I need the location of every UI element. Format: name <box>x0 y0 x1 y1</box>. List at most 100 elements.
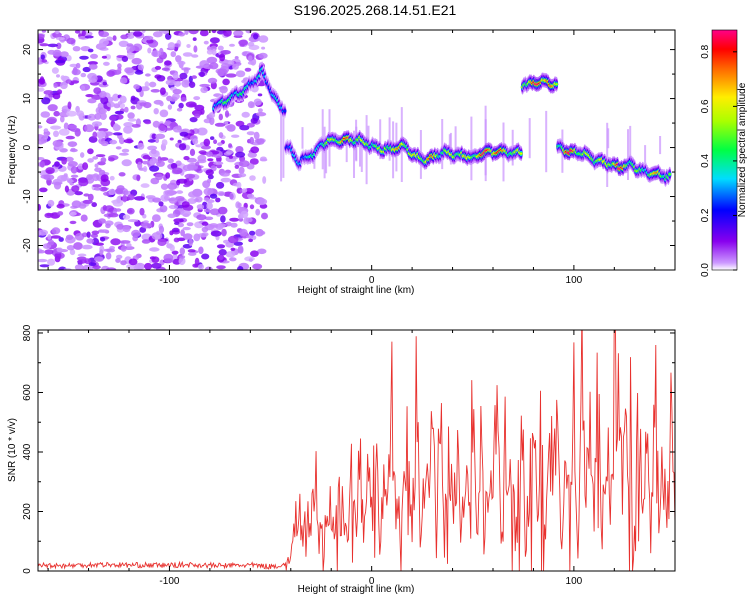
noise-blob <box>114 110 124 115</box>
x-tick-label: 0 <box>369 576 375 587</box>
noise-blob <box>108 188 116 196</box>
noise-blob <box>148 149 160 157</box>
noise-blob <box>220 177 232 183</box>
noise-blob <box>156 75 166 82</box>
noise-blob <box>182 164 194 171</box>
x-tick-label: 100 <box>566 576 583 587</box>
noise-blob <box>132 43 143 52</box>
noise-blob <box>98 31 110 38</box>
noise-blob <box>220 215 226 223</box>
noise-blob <box>122 214 131 220</box>
snr-x-axis-title: Height of straight line (km) <box>298 584 415 595</box>
noise-blob <box>217 68 228 76</box>
noise-blob <box>106 248 116 253</box>
noise-blob <box>207 158 214 162</box>
y-tick-label: 800 <box>22 324 33 341</box>
snr-frame <box>37 329 676 572</box>
noise-blob <box>99 112 107 120</box>
noise-blob <box>196 127 208 136</box>
noise-blob <box>87 98 97 104</box>
noise-blob <box>237 245 244 253</box>
noise-blob <box>229 217 240 222</box>
noise-blob <box>60 115 65 123</box>
noise-blob <box>214 122 226 127</box>
noise-blob <box>67 141 78 148</box>
noise-blob <box>151 256 160 264</box>
noise-blob <box>225 221 232 227</box>
noise-blob <box>239 43 245 47</box>
noise-blob <box>209 223 218 228</box>
noise-blob <box>229 257 237 262</box>
noise-blob <box>54 252 62 260</box>
noise-blob <box>216 244 226 249</box>
noise-blob <box>56 74 60 78</box>
noise-blob <box>66 245 75 251</box>
noise-blob <box>112 132 123 136</box>
noise-blob <box>173 80 182 87</box>
noise-blob <box>60 81 68 90</box>
noise-blob <box>47 199 55 207</box>
ridge-cell <box>283 110 287 112</box>
colorbar-tick-label: 0.6 <box>700 99 711 113</box>
noise-blob <box>115 114 124 120</box>
noise-blob <box>82 66 91 73</box>
spectral-streak <box>441 119 444 170</box>
noise-blob <box>92 265 101 270</box>
noise-blob <box>169 137 174 141</box>
x-tick-label: 100 <box>566 275 583 286</box>
noise-blob <box>178 102 184 109</box>
noise-blob <box>126 43 134 47</box>
noise-blob <box>229 193 234 200</box>
noise-blob <box>167 42 176 50</box>
noise-blob <box>225 73 237 78</box>
noise-blob <box>181 137 189 141</box>
noise-blob <box>76 256 87 261</box>
noise-blob <box>160 194 170 202</box>
noise-blob <box>206 202 213 210</box>
noise-blob <box>160 183 169 190</box>
noise-blob <box>199 83 211 88</box>
noise-blob <box>187 198 197 204</box>
noise-blob <box>222 78 230 86</box>
noise-blob <box>78 178 89 187</box>
noise-blob <box>77 253 87 257</box>
y-tick-label: -10 <box>22 189 33 204</box>
spectral-streak <box>627 129 629 180</box>
noise-blob <box>246 193 255 199</box>
noise-blob <box>169 244 175 252</box>
spectral-streak <box>325 139 328 174</box>
noise-blob <box>171 227 180 233</box>
noise-blob <box>176 107 183 112</box>
noise-blob <box>143 220 149 224</box>
noise-blob <box>52 31 62 38</box>
spectrogram-noise-field <box>38 30 269 270</box>
noise-blob <box>210 230 222 237</box>
noise-blob <box>90 53 98 59</box>
noise-blob <box>58 128 70 136</box>
noise-blob <box>192 37 197 41</box>
spectral-streak <box>345 140 348 163</box>
ridge-cell <box>519 152 523 155</box>
noise-blob <box>69 63 78 68</box>
noise-blob <box>38 258 48 263</box>
noise-blob <box>47 234 52 240</box>
noise-blob <box>94 163 99 168</box>
noise-blob <box>50 235 61 239</box>
noise-blob <box>38 229 48 236</box>
y-tick-label: 600 <box>22 384 33 401</box>
noise-blob <box>197 233 208 238</box>
noise-blob <box>249 204 255 210</box>
x-tick-label: -100 <box>159 576 179 587</box>
noise-blob <box>256 138 265 145</box>
noise-blob <box>218 255 224 260</box>
noise-blob <box>110 238 121 246</box>
noise-blob <box>38 78 46 85</box>
noise-blob <box>149 158 156 166</box>
noise-blob <box>105 252 112 260</box>
noise-blob <box>201 253 210 260</box>
noise-blob <box>77 259 87 264</box>
noise-blob <box>156 160 165 167</box>
ridge-cell <box>554 83 559 86</box>
noise-blob <box>101 55 107 59</box>
noise-blob <box>120 260 127 266</box>
